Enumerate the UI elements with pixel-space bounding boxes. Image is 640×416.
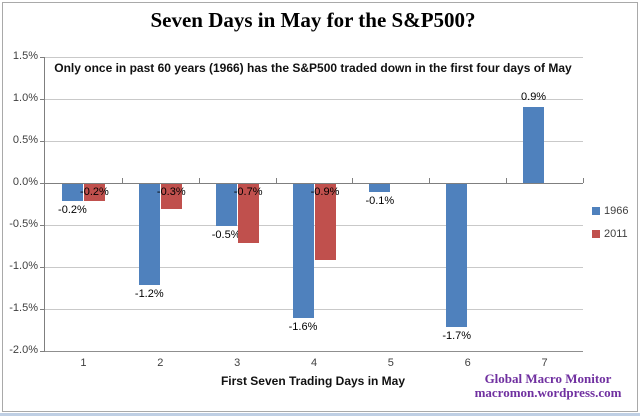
bar-2011-day1: [83, 184, 105, 201]
y-axis-tick-label: 1.0%: [12, 92, 38, 104]
category-tick: [583, 178, 584, 183]
y-axis-tick-label: 0.5%: [12, 134, 38, 146]
category-tick: [429, 178, 430, 183]
data-label-2011-day3: -0.7%: [233, 186, 263, 198]
category-tick: [506, 178, 507, 183]
x-axis-tick-label: 5: [387, 357, 394, 369]
gridline: [45, 99, 583, 100]
y-axis-tick: [40, 183, 45, 184]
data-label-1966-day2: -1.2%: [134, 287, 164, 300]
bar-1966-day4: [292, 184, 314, 319]
gridline: [45, 183, 583, 184]
category-tick: [122, 178, 123, 183]
gridline: [45, 141, 583, 142]
bar-1966-day7: [523, 107, 545, 183]
data-label-2011-day2: -0.3%: [156, 186, 186, 198]
data-label-1966-day7: 0.9%: [521, 91, 547, 104]
gridline: [45, 309, 583, 310]
category-tick: [199, 178, 200, 183]
y-axis-tick-label: -1.5%: [9, 302, 38, 314]
category-tick: [352, 178, 353, 183]
y-axis-tick: [40, 225, 45, 226]
bar-2011-day3: [237, 184, 259, 243]
legend-swatch-1966: [592, 207, 600, 215]
data-label-1966-day6: -1.7%: [442, 329, 472, 342]
bar-1966-day5: [369, 184, 391, 193]
watermark-line2: macromon.wordpress.com: [474, 385, 622, 400]
x-axis-tick-label: 1: [80, 357, 87, 369]
x-axis-tick-label: 2: [157, 357, 164, 369]
y-axis-tick: [40, 99, 45, 100]
y-axis-tick-label: -2.0%: [9, 344, 38, 356]
watermark: Global Macro Monitor macromon.wordpress.…: [462, 372, 634, 400]
y-axis-tick: [40, 309, 45, 310]
gridline: [45, 267, 583, 268]
x-axis-tick-label: 7: [541, 357, 548, 369]
x-axis-tick-label: 6: [464, 357, 471, 369]
bar-1966-day2: [138, 184, 160, 285]
data-label-1966-day5: -0.1%: [365, 195, 395, 208]
annotation-text: Only once in past 60 years (1966) has th…: [54, 61, 572, 75]
y-axis-tick-label: 1.5%: [12, 50, 38, 62]
y-axis-tick: [40, 267, 45, 268]
x-axis-title: First Seven Trading Days in May: [220, 374, 406, 388]
bar-1966-day3: [215, 184, 237, 226]
legend-label-1966: 1966: [604, 205, 629, 217]
y-axis-tick-label: 0.0%: [12, 176, 38, 188]
legend-swatch-2011: [592, 230, 600, 238]
legend: 1966 2011: [592, 205, 628, 251]
legend-item-1966: 1966: [592, 205, 628, 217]
plot-area: -0.2% -1.2% -0.5% -1.6% -0.1% -1.7% 0.9% -0.2% -…: [40, 57, 584, 369]
data-label-2011-day4: -0.9%: [310, 186, 340, 198]
y-axis-tick: [40, 57, 45, 58]
data-label-2011-day1: -0.2%: [80, 186, 109, 198]
legend-item-2011: 2011: [592, 228, 628, 240]
y-axis-tick-label: -1.0%: [9, 260, 38, 272]
chart-title: Seven Days in May for the S&P500?: [150, 8, 476, 32]
watermark-line1: Global Macro Monitor: [484, 371, 612, 386]
gridline: [45, 57, 583, 58]
bar-1966-day1: [61, 184, 83, 201]
bar-2011-day4: [314, 184, 336, 260]
bottom-edge-strip: [0, 413, 640, 416]
data-label-1966-day1: -0.2%: [58, 203, 87, 216]
y-axis-tick: [40, 141, 45, 142]
y-axis-tick: [40, 351, 45, 352]
x-axis-tick-label: 3: [234, 357, 241, 369]
data-label-1966-day3: -0.5%: [211, 229, 241, 241]
x-axis-tick-label: 4: [310, 357, 318, 369]
category-tick: [276, 178, 277, 183]
gridline: [45, 225, 583, 226]
data-label-1966-day4: -1.6%: [288, 321, 318, 334]
legend-label-2011: 2011: [604, 228, 628, 240]
bar-2011-day2: [160, 184, 182, 210]
y-axis-tick-label: -0.5%: [9, 218, 38, 230]
bar-1966-day6: [446, 184, 468, 327]
